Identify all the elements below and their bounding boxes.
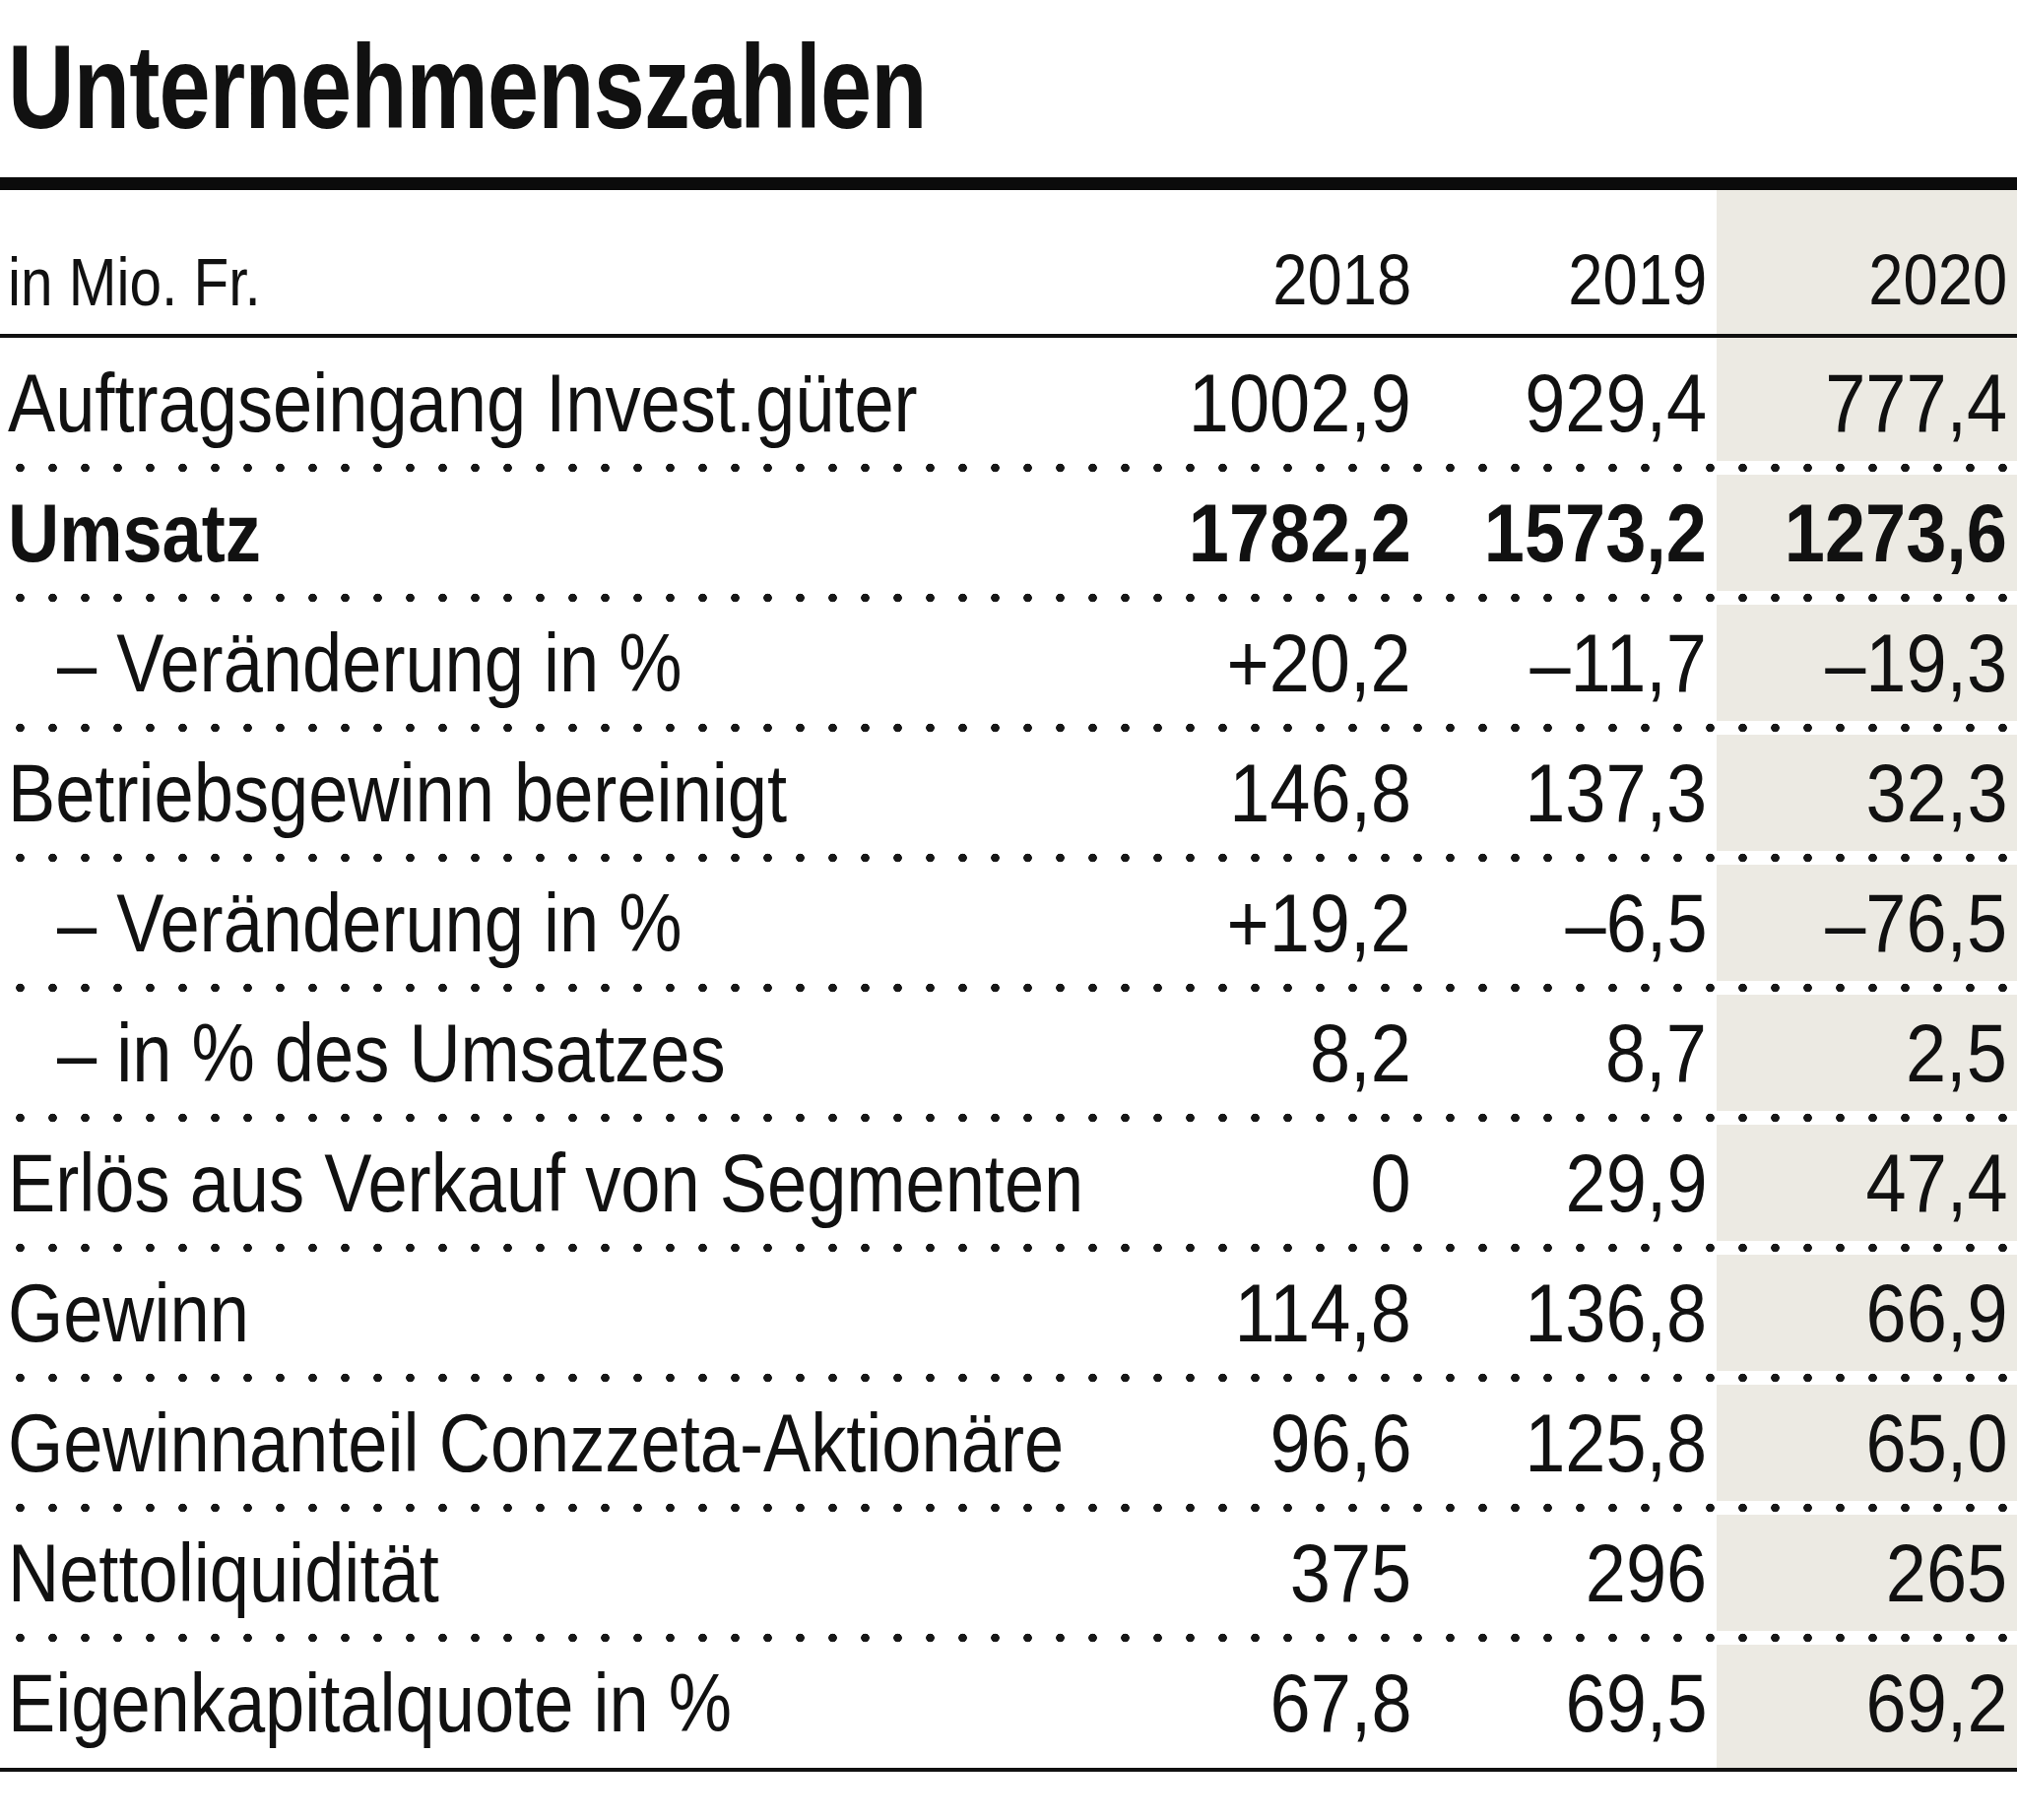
value-2018: 114,8 (1126, 1266, 1421, 1361)
row-label: Gewinnanteil Conzzeta-Aktionäre (8, 1396, 1064, 1491)
value-2020: 1273,6 (1717, 486, 2017, 581)
value-2020: 2,5 (1717, 1006, 2017, 1101)
value-2019: 136,8 (1421, 1266, 1717, 1361)
page-title-text: Unternehmenszahlen (8, 22, 927, 152)
table-row: Betriebsgewinn bereinigt 146,8 137,3 32,… (0, 728, 2017, 858)
value-2019: –6,5 (1421, 876, 1717, 971)
column-header-2020: 2020 (1717, 239, 2017, 334)
row-label-cell: Gewinn (0, 1266, 1126, 1361)
table-row: Nettoliquidität 375 296 265 (0, 1508, 2017, 1638)
page-title: Unternehmenszahlen (8, 22, 2009, 152)
row-label-cell: Eigenkapitalquote in % (0, 1656, 1126, 1751)
value-2018: +20,2 (1126, 616, 1421, 711)
value-2020: 47,4 (1717, 1136, 2017, 1231)
row-label-cell: – Veränderung in % (0, 876, 1126, 971)
unit-label: in Mio. Fr. (8, 243, 261, 320)
table-body: Auftragseingang Invest.güter 1002,9 929,… (0, 338, 2017, 1768)
table-row: Umsatz 1782,2 1573,2 1273,6 (0, 468, 2017, 598)
table-row: – in % des Umsatzes 8,2 8,7 2,5 (0, 988, 2017, 1118)
value-2019: 929,4 (1421, 356, 1717, 451)
value-2018: 1002,9 (1126, 356, 1421, 451)
value-2020: 66,9 (1717, 1266, 2017, 1361)
row-label-cell: Erlös aus Verkauf von Segmenten (0, 1136, 1126, 1231)
value-2018: 96,6 (1126, 1396, 1421, 1491)
value-2020: –19,3 (1717, 616, 2017, 711)
value-2019: 125,8 (1421, 1396, 1717, 1491)
row-label: Eigenkapitalquote in % (8, 1656, 732, 1751)
table-header-row: in Mio. Fr. 2018 2019 2020 (0, 190, 2017, 338)
value-2019: 69,5 (1421, 1656, 1717, 1751)
row-label: – in % des Umsatzes (57, 1006, 726, 1101)
value-2018: +19,2 (1126, 876, 1421, 971)
table-row: Eigenkapitalquote in % 67,8 69,5 69,2 (0, 1638, 2017, 1768)
row-label: Erlös aus Verkauf von Segmenten (8, 1136, 1083, 1231)
row-label: Umsatz (8, 486, 261, 581)
row-label: Nettoliquidität (8, 1526, 439, 1621)
row-label-cell: Umsatz (0, 486, 1126, 581)
table-row: Auftragseingang Invest.güter 1002,9 929,… (0, 338, 2017, 468)
row-label-cell: Nettoliquidität (0, 1526, 1126, 1621)
row-label-cell: Betriebsgewinn bereinigt (0, 746, 1126, 841)
value-2019: 8,7 (1421, 1006, 1717, 1101)
unit-label-cell: in Mio. Fr. (0, 243, 1126, 334)
table-row: Erlös aus Verkauf von Segmenten 0 29,9 4… (0, 1118, 2017, 1248)
value-2020: –76,5 (1717, 876, 2017, 971)
value-2020: 32,3 (1717, 746, 2017, 841)
row-label: Gewinn (8, 1266, 249, 1361)
value-2020: 777,4 (1717, 356, 2017, 451)
row-label: Betriebsgewinn bereinigt (8, 746, 787, 841)
row-label: – Veränderung in % (57, 876, 683, 971)
row-label-cell: – in % des Umsatzes (0, 1006, 1126, 1101)
value-2019: 137,3 (1421, 746, 1717, 841)
value-2020: 265 (1717, 1526, 2017, 1621)
table-row: – Veränderung in % +20,2 –11,7 –19,3 (0, 598, 2017, 728)
value-2018: 375 (1126, 1526, 1421, 1621)
value-2020: 69,2 (1717, 1656, 2017, 1751)
table-row: Gewinn 114,8 136,8 66,9 (0, 1248, 2017, 1378)
value-2018: 67,8 (1126, 1656, 1421, 1751)
value-2018: 146,8 (1126, 746, 1421, 841)
company-figures-infographic: Unternehmenszahlen in Mio. Fr. 2018 2019… (0, 22, 2017, 1820)
value-2019: 296 (1421, 1526, 1717, 1621)
table-row: – Veränderung in % +19,2 –6,5 –76,5 (0, 858, 2017, 988)
figures-table: in Mio. Fr. 2018 2019 2020 Auftragseinga… (0, 177, 2017, 1772)
row-label-cell: – Veränderung in % (0, 616, 1126, 711)
row-label-cell: Gewinnanteil Conzzeta-Aktionäre (0, 1396, 1126, 1491)
value-2018: 0 (1126, 1136, 1421, 1231)
value-2018: 1782,2 (1126, 486, 1421, 581)
value-2019: 1573,2 (1421, 486, 1717, 581)
column-header-2018: 2018 (1126, 239, 1421, 334)
value-2019: 29,9 (1421, 1136, 1717, 1231)
column-header-2019: 2019 (1421, 239, 1717, 334)
row-label: – Veränderung in % (57, 616, 683, 711)
row-label: Auftragseingang Invest.güter (8, 356, 918, 451)
value-2018: 8,2 (1126, 1006, 1421, 1101)
row-label-cell: Auftragseingang Invest.güter (0, 356, 1126, 451)
value-2019: –11,7 (1421, 616, 1717, 711)
value-2020: 65,0 (1717, 1396, 2017, 1491)
table-row: Gewinnanteil Conzzeta-Aktionäre 96,6 125… (0, 1378, 2017, 1508)
